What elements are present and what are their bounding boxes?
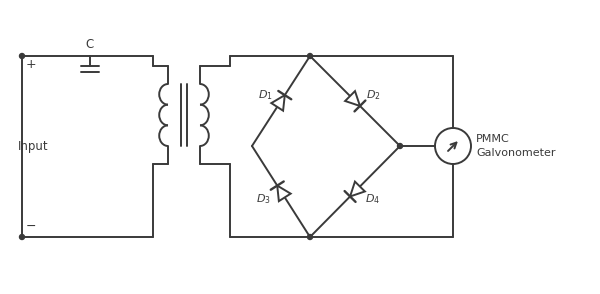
Circle shape — [398, 143, 403, 148]
Polygon shape — [350, 182, 365, 196]
Text: Input: Input — [18, 140, 49, 153]
Circle shape — [19, 54, 25, 59]
Text: $D_1$: $D_1$ — [257, 88, 272, 102]
Polygon shape — [345, 91, 360, 106]
Circle shape — [308, 235, 313, 240]
Text: +: + — [26, 58, 37, 71]
Text: $D_3$: $D_3$ — [256, 193, 271, 206]
Polygon shape — [277, 186, 290, 201]
Text: $D_2$: $D_2$ — [365, 88, 380, 102]
Text: C: C — [86, 38, 94, 51]
Text: $D_4$: $D_4$ — [365, 193, 380, 206]
Text: Galvonometer: Galvonometer — [476, 148, 556, 158]
Text: PMMC: PMMC — [476, 134, 510, 144]
Polygon shape — [271, 95, 285, 111]
Circle shape — [308, 54, 313, 59]
Circle shape — [19, 235, 25, 240]
Text: −: − — [26, 220, 37, 233]
